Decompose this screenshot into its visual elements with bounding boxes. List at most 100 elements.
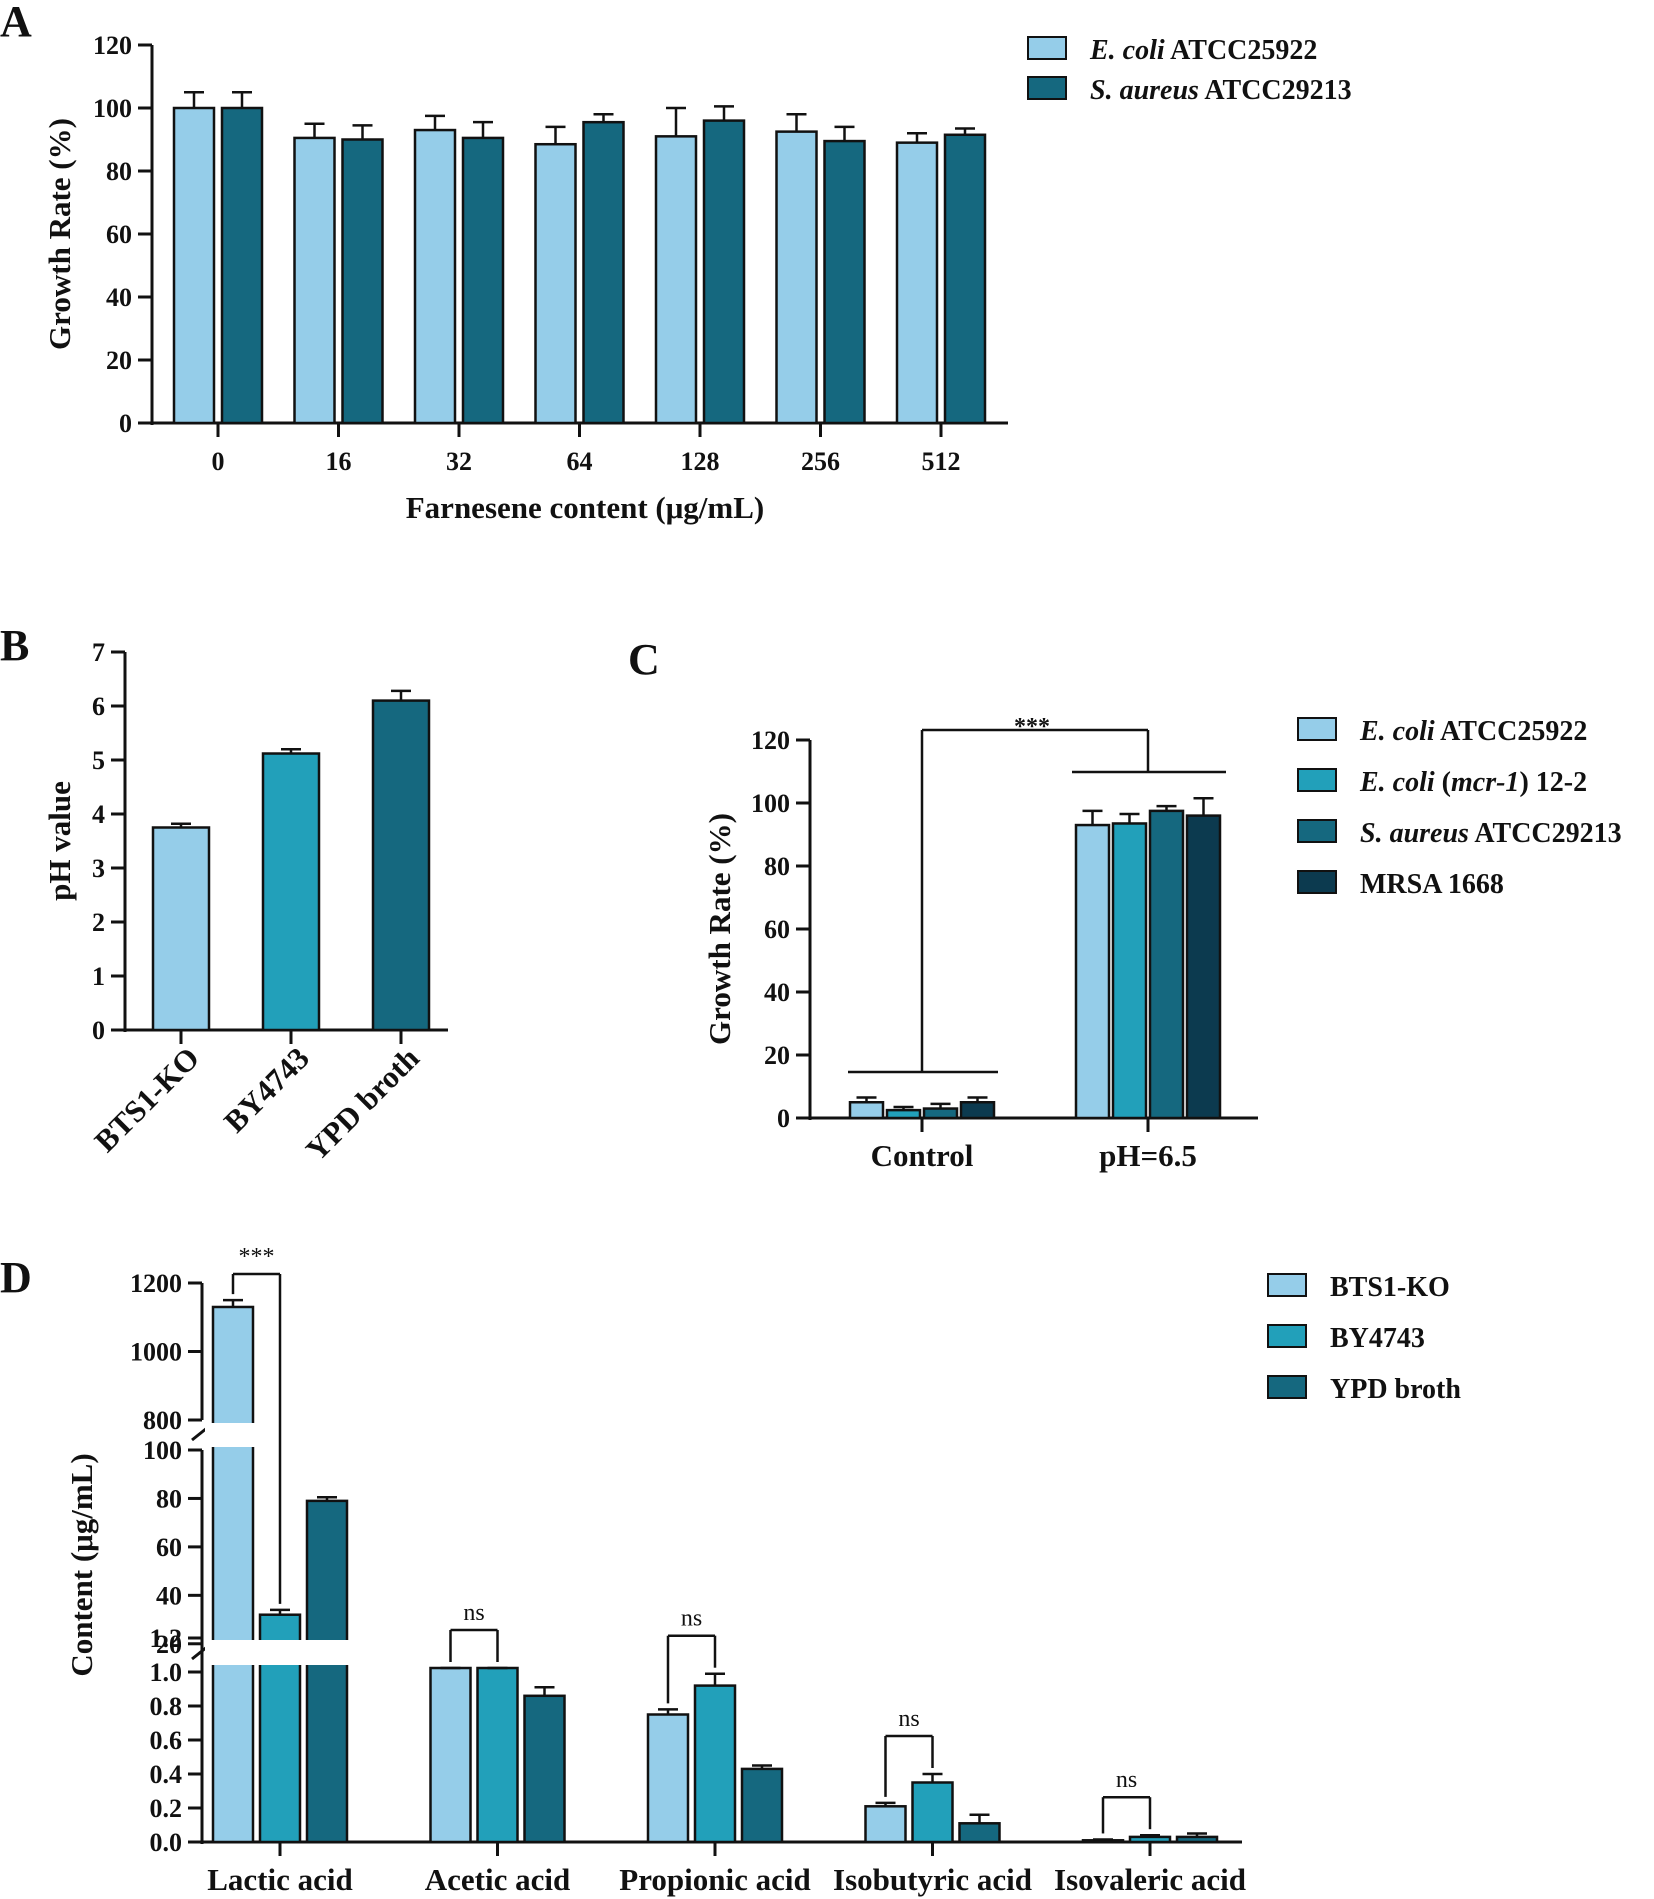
legend-label: BTS1-KO [1330,1272,1450,1303]
panel-letter: C [628,635,660,684]
bar [211,1305,255,1844]
y-tick-label: 0.8 [150,1692,183,1721]
bar [305,1499,349,1844]
legend-label: E. coli ATCC25922 [1359,716,1587,747]
y-tick-label: 4 [92,800,105,829]
x-tick-label: Isovaleric acid [1054,1862,1246,1897]
x-tick-label: BY4743 [217,1040,316,1139]
error-bar [1093,1838,1113,1841]
error-bar [969,1813,990,1824]
error-bar [593,113,614,123]
panel-letter: D [0,1253,32,1302]
error-bar [1082,809,1103,826]
y-tick-label: 0 [92,1016,105,1045]
legend-label-text: ( [1435,767,1451,798]
error-bar [666,106,686,137]
legend-label: S. aureus ATCC29213 [1090,75,1352,106]
error-bar [352,124,373,140]
error-bar [922,1772,943,1783]
x-tick-label: pH=6.5 [1099,1138,1197,1173]
panel-letter: A [0,0,32,46]
bar [848,1101,885,1120]
bar [429,1666,472,1844]
error-bar [534,1686,555,1696]
bar [1148,809,1185,1120]
legend-label: E. coli ATCC25922 [1089,35,1317,66]
error-bar [714,105,734,121]
legend-label: MRSA 1668 [1360,869,1504,900]
y-tick-label: 0.4 [150,1760,183,1789]
legend-swatch [1267,1324,1307,1348]
error-bar [425,114,445,131]
comparison-label: ns [1116,1767,1137,1793]
y-tick-label: 1200 [130,1269,182,1298]
bar [959,1101,996,1120]
y-tick-label: 20 [764,1041,790,1070]
legend-swatch [1297,819,1337,843]
x-tick-label: 512 [922,447,961,476]
comparison-bracket: ns [884,1706,934,1797]
y-tick-label: 40 [156,1581,182,1610]
error-bar [1193,797,1214,816]
x-tick-label: 32 [446,447,472,476]
legend-swatch [1297,768,1337,792]
y-axis-label: Growth Rate (%) [42,118,77,350]
comparison-bracket: ns [449,1600,499,1662]
y-tick-label: 120 [751,726,790,755]
x-tick-label: YPD broth [299,1040,426,1167]
legend-label: S. aureus ATCC29213 [1360,818,1622,849]
y-tick-label: 1 [92,962,105,991]
comparison-label: ns [463,1600,484,1626]
legend-swatch [1027,76,1067,100]
y-tick-label: 80 [764,852,790,881]
legend-label-text: MRSA 1668 [1360,869,1504,900]
bar [151,826,211,1032]
y-tick-label: 100 [143,1436,182,1465]
y-tick-label: 0.6 [150,1726,183,1755]
bar [654,135,698,425]
error-bar [1140,1833,1160,1837]
bar [1074,823,1111,1120]
y-tick-label: 1.2 [150,1624,183,1653]
panel-c-chart: C 0 20 40 60 80 100 120 Growth Rate (%) Control pH… [628,635,1622,1173]
error-bar [658,1708,678,1715]
error-bar [184,91,204,108]
error-bar [317,1495,337,1501]
x-axis-label: Farnesene content (μg/mL) [406,490,765,525]
x-tick-label: Control [871,1138,974,1173]
error-bar [834,125,855,142]
legend-label-text: ATCC29213 [1469,818,1622,849]
x-tick-label: Isobutyric acid [833,1862,1032,1897]
x-tick-label: Lactic acid [207,1862,353,1897]
bar [895,141,939,425]
y-tick-label: 6 [92,692,105,721]
error-bar [967,1096,988,1103]
error-bar [270,1608,290,1615]
y-tick-label: 80 [106,157,132,186]
y-tick-label: 20 [106,346,132,375]
legend-label-italic: S. aureus [1090,75,1199,106]
bar [740,1767,784,1844]
error-bar [304,122,325,138]
legend-swatch [1267,1375,1307,1399]
error-bar [473,120,493,138]
legend-label-text: ) 12-2 [1519,767,1587,798]
error-bar [232,91,252,108]
legend-label-text: ATCC29213 [1199,75,1352,106]
error-bar [223,1298,243,1307]
x-tick-label: BTS1-KO [87,1040,206,1159]
y-tick-label: 2 [92,908,105,937]
axis-break-gap [205,1423,745,1447]
error-bar [786,113,807,132]
comparison-label: ns [898,1706,919,1732]
x-tick-label: 0 [212,447,225,476]
y-axis-label: pH value [42,781,77,901]
panel-a-chart: A 0 20 40 60 80 100 120 Growth Rate (%) 0 16 32 64 12… [0,0,1352,525]
y-tick-label: 120 [93,31,132,60]
y-tick-label: 0 [777,1104,790,1133]
x-tick-label: Acetic acid [425,1862,570,1897]
y-tick-label: 1000 [130,1338,182,1367]
bar [922,1107,959,1120]
x-tick-label: 256 [801,447,840,476]
